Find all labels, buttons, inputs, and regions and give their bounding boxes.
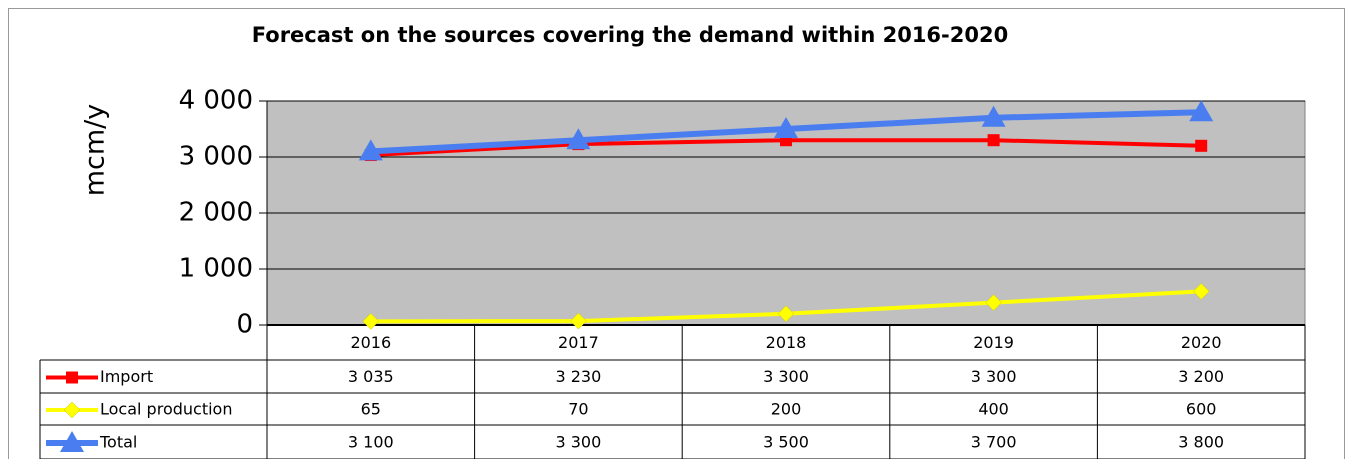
- data-label: 3 300: [555, 433, 601, 452]
- marker: [362, 313, 380, 330]
- data-label: 200: [771, 400, 802, 419]
- marker: [570, 312, 587, 330]
- x-tick-label: 2017: [558, 333, 599, 352]
- legend-label: Local production: [100, 400, 232, 419]
- data-label: 70: [568, 400, 588, 419]
- chart-title: Forecast on the sources covering the dem…: [252, 23, 1008, 47]
- data-label: 3 300: [971, 367, 1017, 386]
- legend-label: Total: [99, 433, 137, 452]
- legend-marker: [66, 371, 78, 384]
- marker: [1195, 139, 1208, 152]
- data-label: 3 100: [348, 433, 394, 452]
- y-axis-label: mcm/y: [80, 104, 111, 197]
- data-label: 3 500: [763, 433, 809, 452]
- y-tick-label: 1 000: [179, 254, 253, 284]
- data-label: 3 200: [1178, 367, 1224, 386]
- data-label: 3 035: [348, 367, 394, 386]
- y-tick-label: 2 000: [179, 198, 253, 228]
- y-tick-label: 3 000: [179, 142, 253, 172]
- y-tick-label: 4 000: [179, 86, 253, 116]
- marker: [777, 305, 795, 323]
- x-tick-label: 2016: [350, 333, 391, 352]
- marker: [985, 294, 1002, 311]
- data-label: 3 230: [555, 367, 601, 386]
- y-tick-label: 0: [236, 310, 253, 340]
- legend-marker: [60, 431, 84, 452]
- data-label: 3 700: [971, 433, 1017, 452]
- x-tick-label: 2019: [973, 333, 1014, 352]
- legend-marker: [63, 401, 81, 419]
- marker: [358, 139, 383, 161]
- marker: [987, 134, 1000, 147]
- data-label: 65: [361, 400, 381, 419]
- marker: [981, 105, 1006, 127]
- marker: [566, 128, 591, 150]
- data-label: 600: [1186, 400, 1217, 419]
- data-label: 3 300: [763, 367, 809, 386]
- marker: [774, 117, 798, 138]
- data-label: 400: [978, 400, 1009, 419]
- x-tick-label: 2020: [1181, 333, 1222, 352]
- legend-label: Import: [100, 367, 153, 386]
- x-tick-label: 2018: [766, 333, 807, 352]
- marker: [1192, 283, 1210, 300]
- marker: [1189, 100, 1214, 122]
- data-label: 3 800: [1178, 433, 1224, 452]
